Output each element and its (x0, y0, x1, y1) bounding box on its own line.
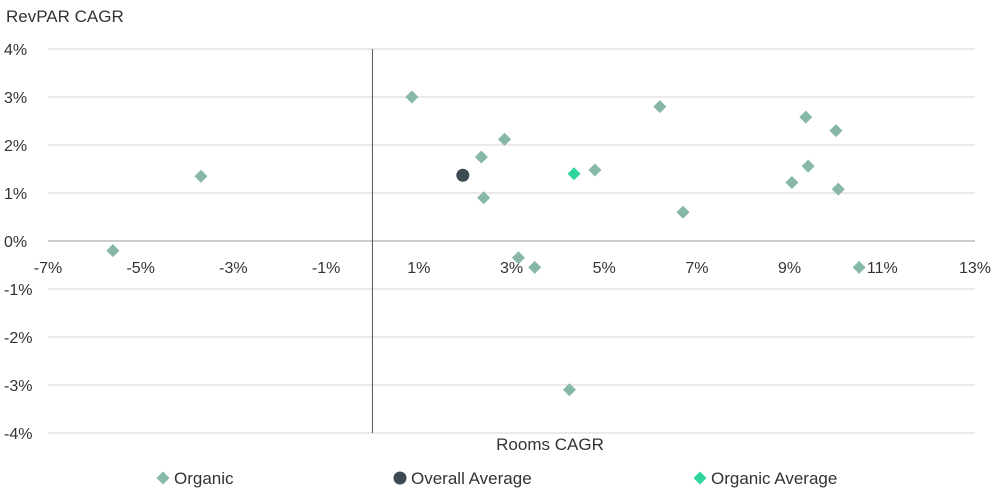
organic-point (562, 383, 576, 397)
organic-point (801, 159, 815, 173)
organic-point (498, 132, 512, 146)
organic-point (405, 90, 419, 104)
legend-item-overall-average: Overall Average (393, 469, 532, 488)
y-tick-labels: -4% -3% -2% -1% 0% 1% 2% 3% 4% (4, 42, 32, 443)
organic-point (477, 191, 491, 205)
legend-marker-organic-average (693, 471, 707, 485)
x-tick-labels: -7% -5% -3% -1% 1% 3% 5% 7% 9% 11% 13% (34, 260, 991, 277)
x-tick-label: 7% (685, 260, 708, 277)
x-tick-label: -1% (312, 260, 340, 277)
organic-point (588, 163, 602, 177)
organic-point (511, 251, 525, 265)
legend-item-organic-average: Organic Average (693, 469, 837, 488)
gridlines (48, 48, 975, 434)
y-tick-label: -2% (4, 330, 32, 347)
y-axis-label: RevPAR CAGR (6, 7, 124, 26)
legend-label-organic: Organic (174, 469, 234, 488)
x-axis-label: Rooms CAGR (496, 435, 604, 454)
organic-point (474, 150, 488, 164)
organic-point (653, 100, 667, 114)
organic-point (829, 124, 843, 138)
legend-marker-organic (156, 471, 170, 485)
x-tick-label: 1% (407, 260, 430, 277)
organic-point (194, 169, 208, 183)
organic-point (785, 175, 799, 189)
organic-point (831, 182, 845, 196)
x-tick-label: -5% (126, 260, 154, 277)
x-tick-label: -3% (219, 260, 247, 277)
organic-point (799, 110, 813, 124)
y-tick-label: -3% (4, 378, 32, 395)
y-tick-label: 4% (4, 42, 27, 59)
organic-point (676, 205, 690, 219)
organic-point (528, 260, 542, 274)
overall-average-point (456, 168, 470, 182)
organic-point (106, 244, 120, 258)
data-points (106, 90, 866, 397)
x-tick-label: 9% (778, 260, 801, 277)
x-tick-label: 11% (867, 260, 898, 277)
x-tick-label: -7% (34, 260, 62, 277)
x-tick-label: 3% (500, 260, 523, 277)
organic-point (852, 260, 866, 274)
legend-marker-overall-average (393, 471, 407, 485)
x-tick-label: 13% (959, 260, 991, 277)
x-tick-label: 5% (593, 260, 616, 277)
legend: Organic Overall Average Organic Average (156, 469, 837, 488)
legend-label-organic-average: Organic Average (711, 469, 837, 488)
y-tick-label: -1% (4, 282, 32, 299)
y-tick-label: 0% (4, 234, 27, 251)
organic-average-point (567, 167, 581, 181)
y-tick-label: -4% (4, 426, 32, 443)
y-tick-label: 2% (4, 138, 27, 155)
legend-item-organic: Organic (156, 469, 234, 488)
y-tick-label: 1% (4, 186, 27, 203)
legend-label-overall-average: Overall Average (411, 469, 532, 488)
y-tick-label: 3% (4, 90, 27, 107)
